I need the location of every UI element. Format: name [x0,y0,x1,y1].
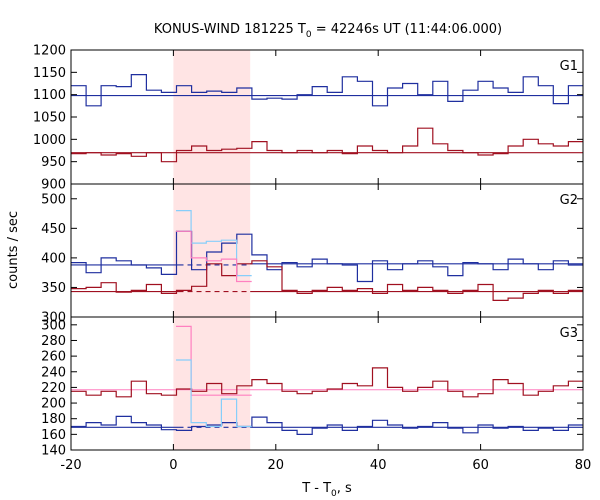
panel-g1: 900 950 1000 1050 1100 1150 1200 G1 [33,44,584,193]
x-tick-label: 60 [472,458,489,473]
y-tick-label: 1050 [33,111,66,126]
y-tick-label: 900 [41,178,66,193]
series-light_blue-3 [176,359,252,428]
series-blue-0 [71,230,583,283]
plot-area: 90095010001050110011501200G1300350400450… [33,44,592,474]
series-red-1 [71,367,583,398]
panel-label: G3 [560,326,578,341]
highlight-interval [173,184,251,317]
series-blue-0 [71,415,583,435]
panel-label: G2 [560,193,578,208]
y-tick-label: 240 [41,365,66,380]
chart-title-subscript: 0 [306,30,312,40]
y-tick-label: 450 [41,222,66,237]
panel-frame [70,316,584,451]
panel-content [71,184,583,317]
y-tick-label: 950 [41,155,66,170]
y-tick-label: 200 [41,397,66,412]
y-tick-label: 220 [41,381,66,396]
y-tick-label: 1150 [33,66,66,81]
series-blue-0 [71,74,583,107]
panel-g2: 300 350 400 450 500 G2 [41,183,584,326]
y-tick-label: 1200 [33,44,66,59]
x-tick-label: -20 [60,458,81,473]
highlight-interval [173,50,251,184]
panel-frame [70,49,584,185]
x-axis-label-subscript: 0 [331,489,337,499]
chart-title-suffix: = 42246s UT (11:44:06.000) [312,22,502,37]
series-light_blue-2 [176,210,252,277]
series-pink-3 [176,230,252,283]
y-tick-label: 160 [41,428,66,443]
y-tick-label: 300 [41,311,66,326]
y-tick-label: 300 [41,318,66,333]
y-tick-label: 350 [41,281,66,296]
y-tick-label: 140 [41,444,66,459]
chart-title: KONUS-WIND 181225 T0 = 42246s UT (11:44:… [154,22,502,40]
panel-content [71,317,583,450]
x-tick-label: 20 [268,458,285,473]
chart-title-prefix: KONUS-WIND 181225 T [154,22,306,37]
x-tick-label: 40 [370,458,387,473]
panel-content [71,50,583,184]
x-tick-label: 80 [575,458,592,473]
y-tick-label: 1000 [33,133,66,148]
series-pink-2 [176,325,252,396]
x-axis-label-suffix: , s [337,481,352,496]
series-red-1 [71,127,583,163]
y-tick-label: 260 [41,350,66,365]
panel-frame [70,183,584,318]
y-tick-label: 180 [41,412,66,427]
x-axis-label: T - T0, s [301,481,352,499]
y-tick-label: 500 [41,192,66,207]
y-tick-label: 280 [41,334,66,349]
panel-label: G1 [560,59,578,74]
y-axis-label: counts / sec [6,211,21,289]
x-axis-label-prefix: T - T [301,481,331,496]
y-tick-label: 400 [41,251,66,266]
y-tick-label: 1100 [33,88,66,103]
series-red-1 [71,260,583,301]
x-tick-label: 0 [169,458,177,473]
